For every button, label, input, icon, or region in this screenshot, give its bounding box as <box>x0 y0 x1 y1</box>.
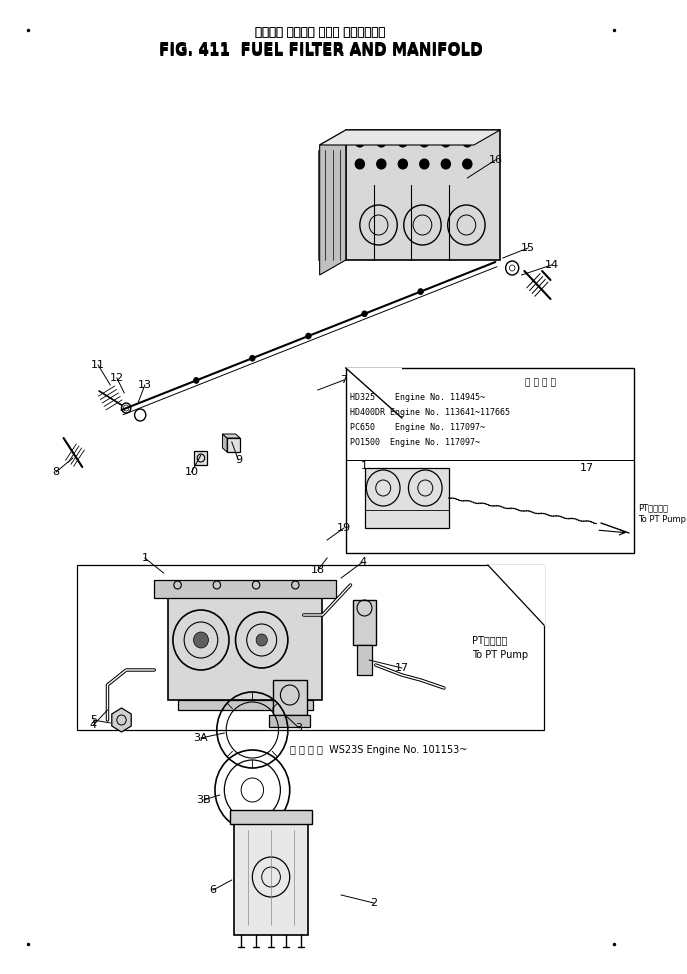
Circle shape <box>194 377 199 384</box>
Text: 12: 12 <box>110 373 124 383</box>
Circle shape <box>376 137 386 147</box>
Text: 10: 10 <box>185 467 199 477</box>
Text: 17: 17 <box>395 663 409 673</box>
Polygon shape <box>112 708 131 732</box>
Bar <box>194 451 207 465</box>
Bar <box>346 368 633 553</box>
Text: 適 用 号 番  WS23S Engine No. 101153~: 適 用 号 番 WS23S Engine No. 101153~ <box>290 745 467 755</box>
Text: 14: 14 <box>544 260 559 270</box>
Polygon shape <box>319 130 500 145</box>
Bar <box>77 565 544 730</box>
Polygon shape <box>346 368 402 418</box>
Text: フュエル フィルタ および マニホールド: フュエル フィルタ および マニホールド <box>256 25 385 39</box>
Circle shape <box>398 137 407 147</box>
Text: 17: 17 <box>580 463 594 473</box>
Text: 19: 19 <box>337 523 351 533</box>
Text: PTポンプへ: PTポンプへ <box>472 635 508 645</box>
Circle shape <box>376 159 386 169</box>
Text: 3B: 3B <box>196 795 211 805</box>
Bar <box>346 130 500 260</box>
Text: 3A: 3A <box>194 733 208 743</box>
Text: To PT Pump: To PT Pump <box>638 515 686 525</box>
Text: 4: 4 <box>90 720 97 730</box>
Text: HD400DR Engine No. 113641~117665: HD400DR Engine No. 113641~117665 <box>350 408 510 417</box>
Circle shape <box>420 137 429 147</box>
Circle shape <box>441 137 451 147</box>
Text: 3: 3 <box>295 723 302 733</box>
Text: 15: 15 <box>521 243 535 253</box>
Text: 1: 1 <box>361 461 368 471</box>
Polygon shape <box>223 434 240 438</box>
Text: PTポンプへ: PTポンプへ <box>638 504 668 512</box>
Text: 8: 8 <box>52 467 60 477</box>
Text: 9: 9 <box>235 455 242 465</box>
Text: FIG. 411  FUEL FILTER AND MANIFOLD: FIG. 411 FUEL FILTER AND MANIFOLD <box>159 43 482 57</box>
Bar <box>227 438 240 452</box>
Text: PO1500  Engine No. 117097~: PO1500 Engine No. 117097~ <box>350 438 480 447</box>
Bar <box>230 810 312 824</box>
Polygon shape <box>223 434 227 452</box>
Circle shape <box>462 159 472 169</box>
Bar <box>273 680 306 715</box>
Circle shape <box>249 356 255 361</box>
Bar <box>154 580 337 598</box>
Text: 16: 16 <box>488 155 502 165</box>
Text: 適 用 号 番: 適 用 号 番 <box>525 378 556 387</box>
Circle shape <box>509 265 515 271</box>
Bar <box>353 600 376 645</box>
Circle shape <box>124 405 129 411</box>
Text: 11: 11 <box>91 360 105 370</box>
Text: 18: 18 <box>311 565 325 575</box>
Circle shape <box>418 288 423 294</box>
Text: 4: 4 <box>359 557 366 567</box>
Text: フュエル フィルタ および マニホールド: フュエル フィルタ および マニホールド <box>256 25 385 39</box>
Text: 13: 13 <box>138 380 152 390</box>
Circle shape <box>362 311 368 317</box>
Bar <box>365 468 449 528</box>
Bar <box>357 645 372 675</box>
Text: To PT Pump: To PT Pump <box>472 650 528 660</box>
Circle shape <box>462 137 472 147</box>
Bar <box>168 590 322 700</box>
Circle shape <box>306 333 311 339</box>
Circle shape <box>355 159 365 169</box>
Polygon shape <box>488 565 544 625</box>
Bar <box>269 715 311 727</box>
Text: 1: 1 <box>142 553 148 563</box>
Circle shape <box>256 634 267 646</box>
Text: 5: 5 <box>90 715 97 725</box>
Circle shape <box>194 632 208 648</box>
Text: FIG. 411  FUEL FILTER AND MANIFOLD: FIG. 411 FUEL FILTER AND MANIFOLD <box>159 45 482 59</box>
Circle shape <box>398 159 407 169</box>
Circle shape <box>420 159 429 169</box>
Text: 2: 2 <box>370 898 377 908</box>
Text: PC650    Engine No. 117097~: PC650 Engine No. 117097~ <box>350 423 486 432</box>
Text: 7: 7 <box>340 375 348 385</box>
Bar <box>177 700 313 710</box>
Bar <box>234 820 308 935</box>
Text: 6: 6 <box>210 885 216 895</box>
Polygon shape <box>319 130 346 275</box>
Text: HD325    Engine No. 114945~: HD325 Engine No. 114945~ <box>350 393 486 402</box>
Circle shape <box>441 159 451 169</box>
Circle shape <box>355 137 365 147</box>
